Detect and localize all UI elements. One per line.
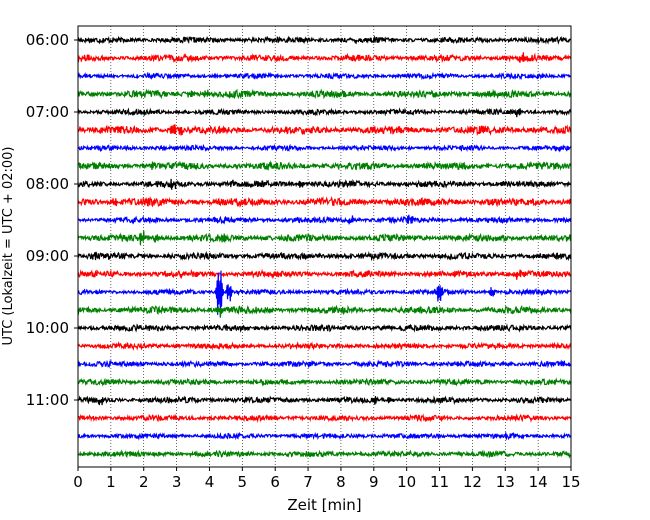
x-tick-label: 2 <box>139 473 149 491</box>
seismic-trace-0915 <box>77 268 572 280</box>
x-tick-label: 5 <box>238 473 248 491</box>
seismic-trace-0900 <box>77 250 572 262</box>
seismic-trace-0645 <box>77 88 572 100</box>
seismic-trace-1015 <box>77 341 572 351</box>
x-tick-label: 6 <box>270 473 280 491</box>
y-tick-label: 10:00 <box>26 319 69 337</box>
x-tick-label: 12 <box>463 473 482 491</box>
y-tick-label: 08:00 <box>26 175 69 193</box>
seismic-trace-1030 <box>77 358 572 369</box>
x-tick-label: 9 <box>369 473 379 491</box>
x-tick-label: 10 <box>397 473 416 491</box>
seismic-trace-0800 <box>77 178 572 190</box>
seismic-trace-1145 <box>77 449 572 459</box>
seismic-trace-0945 <box>77 304 572 318</box>
seismic-trace-0715 <box>77 124 572 137</box>
seismic-trace-0730 <box>77 143 572 153</box>
x-tick-label: 3 <box>172 473 182 491</box>
y-axis-label: UTC (Lokalzeit = UTC + 02:00) <box>1 147 16 346</box>
x-tick-label: 14 <box>529 473 548 491</box>
y-tick-label: 07:00 <box>26 103 69 121</box>
seismic-trace-0630 <box>77 71 572 81</box>
x-tick-label: 0 <box>73 473 83 491</box>
seismic-trace-1045 <box>77 377 572 387</box>
seismic-trace-0930 <box>77 270 572 318</box>
plot-frame <box>77 25 572 468</box>
seismic-trace-0845 <box>77 230 572 246</box>
axis-ticks: 0 1 2 3 4 5 6 7 8 9 10 11 12 13 14 1506:0007:0008:0009:… <box>26 31 581 491</box>
seismic-trace-1130 <box>77 431 572 441</box>
y-tick-label: 11:00 <box>26 391 69 409</box>
y-tick-label: 06:00 <box>26 31 69 49</box>
x-axis-label: Zeit [min] <box>287 496 361 514</box>
seismic-trace-0615 <box>77 52 572 64</box>
trace-group <box>77 35 572 459</box>
x-tick-label: 15 <box>561 473 580 491</box>
x-tick-label: 7 <box>303 473 313 491</box>
seismic-trace-0830 <box>77 214 572 225</box>
seismic-trace-1000 <box>77 323 572 333</box>
x-tick-label: 11 <box>430 473 449 491</box>
seismic-trace-1100 <box>77 395 572 406</box>
x-tick-label: 13 <box>496 473 515 491</box>
seismic-trace-0600 <box>77 35 572 45</box>
seismic-trace-1115 <box>77 413 572 424</box>
y-tick-label: 09:00 <box>26 247 69 265</box>
x-tick-label: 1 <box>106 473 116 491</box>
x-tick-label: 4 <box>205 473 215 491</box>
seismic-trace-0815 <box>77 195 572 208</box>
x-tick-label: 8 <box>336 473 346 491</box>
seismic-trace-0700 <box>77 107 572 118</box>
seismic-trace-0745 <box>77 160 572 171</box>
